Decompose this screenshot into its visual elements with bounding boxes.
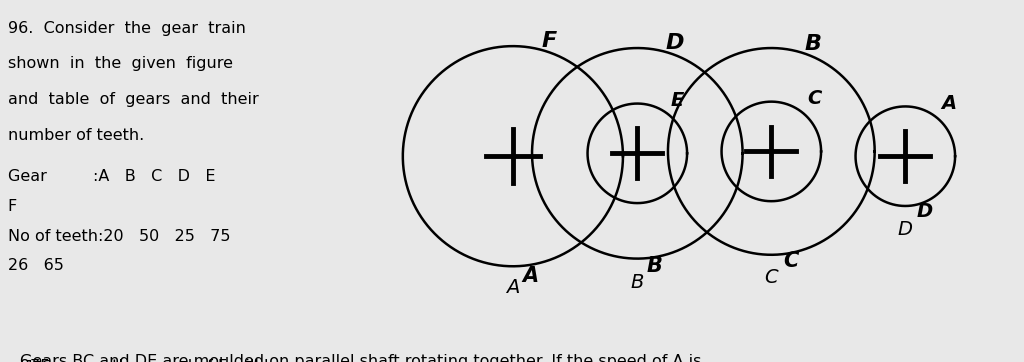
Text: C: C [765,268,778,287]
Text: F: F [8,199,17,214]
Text: B: B [647,256,663,276]
Text: B: B [631,273,644,292]
Text: Gears BC and DE are moulded on parallel shaft rotating together. If the speed of: Gears BC and DE are moulded on parallel … [20,354,701,362]
Text: A: A [522,266,539,286]
Text: D: D [666,33,684,53]
Text: F: F [542,31,557,51]
Text: 96.  Consider  the  gear  train: 96. Consider the gear train [8,21,246,36]
Text: 975 r.p.m., the speed of F will be: 975 r.p.m., the speed of F will be [20,359,285,362]
Text: A: A [942,94,956,113]
Text: 26   65: 26 65 [8,258,63,273]
Text: number of teeth.: number of teeth. [8,128,144,143]
Text: No of teeth:20   50   25   75: No of teeth:20 50 25 75 [8,228,230,244]
Text: A: A [506,278,519,297]
Text: B: B [805,34,822,54]
Text: D: D [916,202,933,221]
Text: shown  in  the  given  figure: shown in the given figure [8,56,232,71]
Text: C: C [782,252,798,272]
Text: D: D [898,220,912,239]
Text: C: C [808,89,822,108]
Text: and  table  of  gears  and  their: and table of gears and their [8,92,258,107]
Text: E: E [671,91,684,110]
Text: Gear         :A   B   C   D   E: Gear :A B C D E [8,169,215,184]
